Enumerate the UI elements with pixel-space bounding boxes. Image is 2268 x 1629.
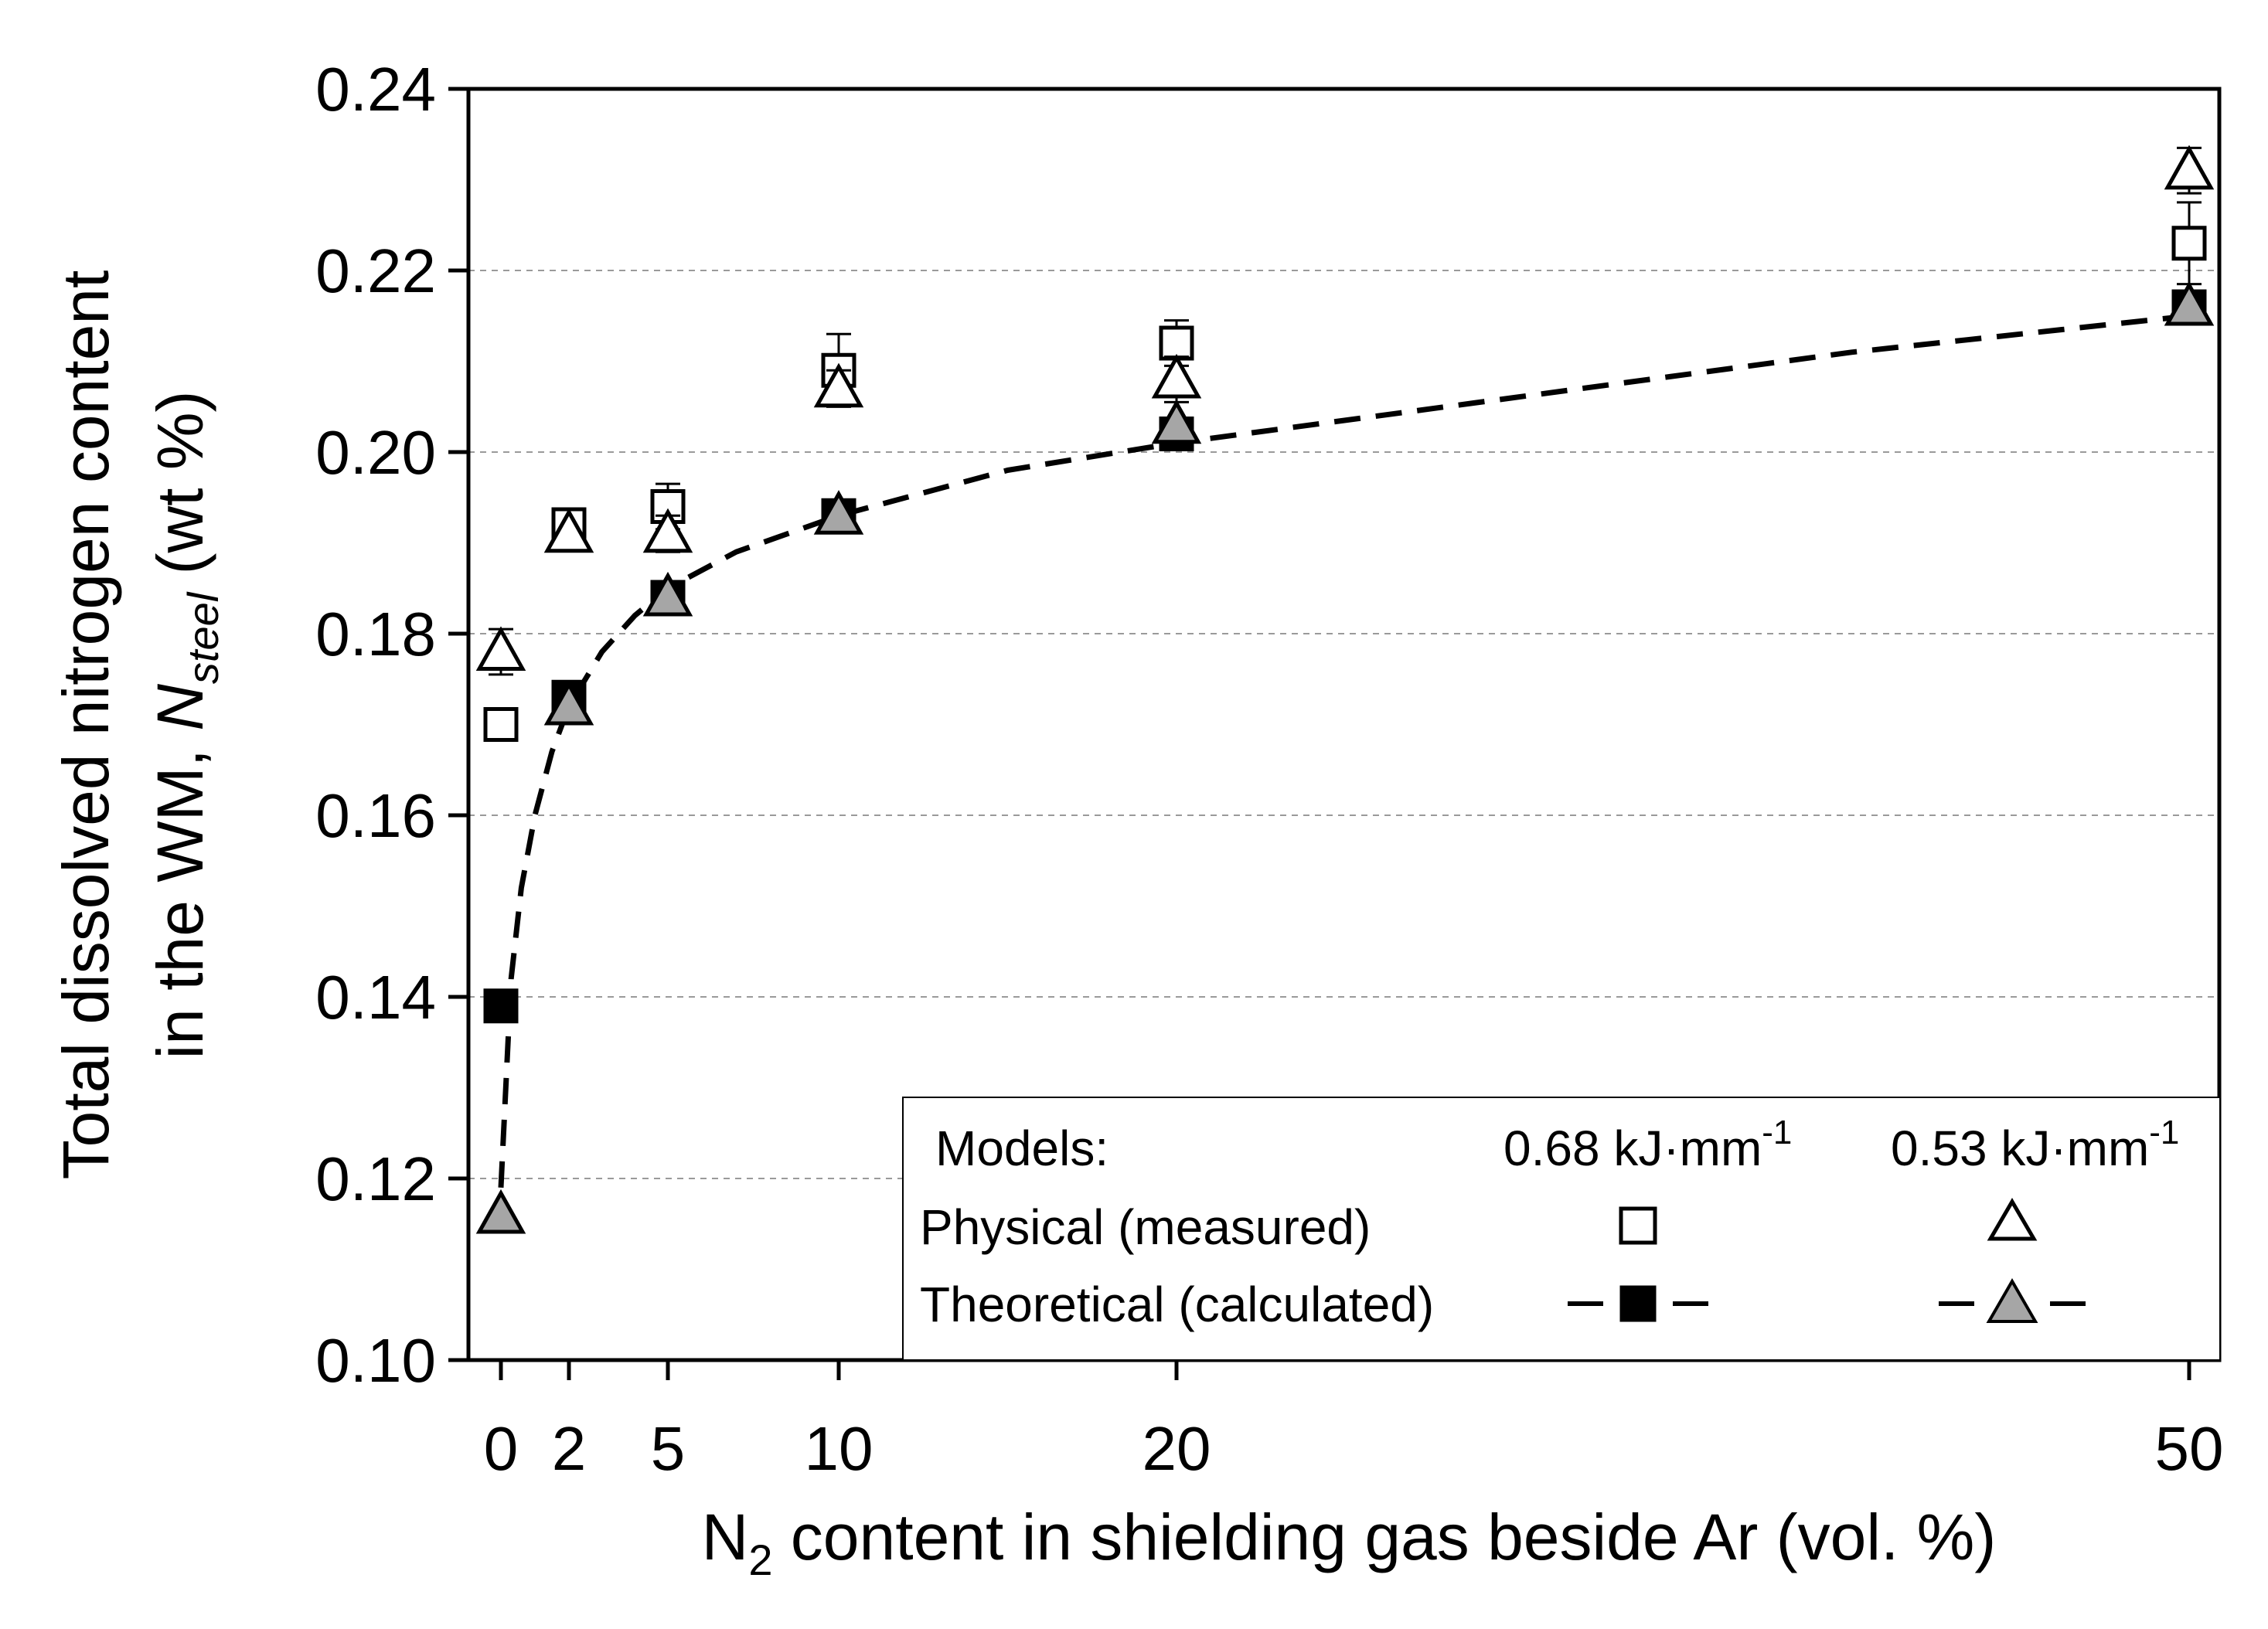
y-tick-label: 0.12 (315, 1144, 436, 1213)
y-tick-label: 0.18 (315, 600, 436, 668)
theoretical-053-point (642, 571, 693, 617)
legend-col2-label: 0.53 kJ·mm-1 (1891, 1114, 2179, 1176)
x-tick-label: 5 (651, 1414, 686, 1483)
measured-068-point (483, 707, 519, 742)
theoretical-068-point (483, 988, 519, 1024)
fit-curve (498, 313, 2190, 1188)
data-points (475, 145, 2215, 1234)
fit-curve-layer (498, 313, 2190, 1188)
y-axis-ticks: 0.10 0.12 0.14 0.16 0.18 0.20 0.22 0.24 (315, 55, 468, 1395)
x-tick-label: 20 (1143, 1414, 1211, 1483)
y-tick-label: 0.20 (315, 418, 436, 487)
legend-row-physical: Physical (measured) (920, 1199, 1371, 1255)
measured-053-point (475, 626, 526, 671)
measured-053-point (813, 362, 864, 408)
x-tick-label: 50 (2155, 1414, 2224, 1483)
legend-triangle-gray-icon (1986, 1277, 2038, 1323)
theoretical-053-point (543, 680, 594, 726)
x-tick-label: 2 (552, 1414, 587, 1483)
legend-triangle-open-icon (1987, 1198, 2038, 1241)
theoretical-053-point (475, 1189, 526, 1234)
legend-square-filled-icon (1619, 1285, 1657, 1322)
y-axis-label-line1: Total dissolved nitrogen content (49, 270, 122, 1180)
legend-title: Models: (935, 1121, 1108, 1176)
measured-068-point (2171, 226, 2207, 261)
theoretical-053-point (2164, 281, 2215, 326)
measured-053-point (543, 508, 594, 553)
y-axis-label-line2: in the WM, Nsteel (wt %) (144, 390, 227, 1059)
y-tick-label: 0.22 (315, 236, 436, 305)
x-tick-label: 0 (484, 1414, 519, 1483)
x-tick-label: 10 (805, 1414, 873, 1483)
legend: Models: 0.68 kJ·mm-1 0.53 kJ·mm-1 Physic… (902, 1097, 2221, 1361)
theoretical-053-point (813, 490, 864, 535)
measured-053-point (642, 508, 693, 553)
measured-053-point (2164, 145, 2215, 190)
y-tick-label: 0.10 (315, 1326, 436, 1395)
x-axis-label: N2 content in shielding gas beside Ar (v… (702, 1501, 1997, 1584)
y-tick-label: 0.14 (315, 963, 436, 1032)
grid-lines (468, 270, 2219, 1179)
y-tick-label: 0.16 (315, 781, 436, 850)
legend-square-open-icon (1619, 1206, 1657, 1245)
theoretical-053-point (1151, 399, 1202, 444)
legend-col1-label: 0.68 kJ·mm-1 (1503, 1114, 1792, 1176)
legend-row-theoretical: Theoretical (calculated) (920, 1277, 1434, 1332)
measured-053-point (1151, 353, 1202, 399)
x-axis-ticks: 0 2 5 10 20 50 (484, 1360, 2224, 1483)
y-tick-label: 0.24 (315, 55, 436, 124)
